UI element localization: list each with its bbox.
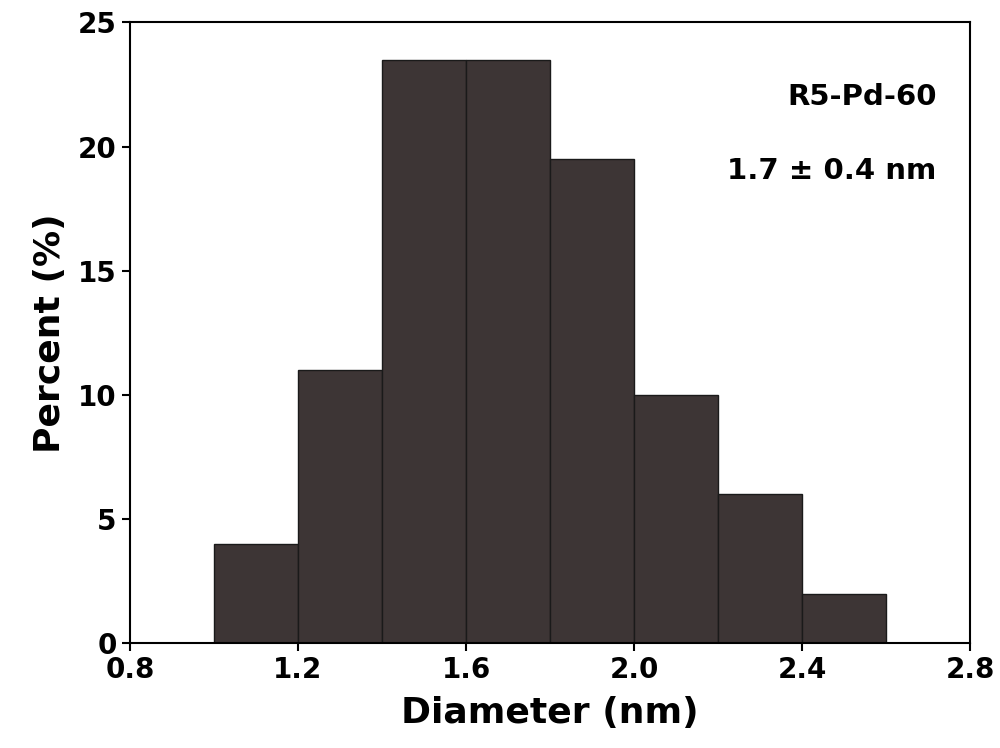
Bar xyxy=(298,370,382,643)
Bar xyxy=(382,60,466,643)
Bar xyxy=(634,395,718,643)
Bar xyxy=(718,494,802,643)
Bar xyxy=(550,159,634,643)
Bar xyxy=(214,544,298,643)
Y-axis label: Percent (%): Percent (%) xyxy=(33,213,67,453)
Text: R5-Pd-60: R5-Pd-60 xyxy=(787,83,936,111)
Bar xyxy=(466,60,550,643)
Bar xyxy=(802,594,886,643)
X-axis label: Diameter (nm): Diameter (nm) xyxy=(401,696,699,729)
Text: 1.7 ± 0.4 nm: 1.7 ± 0.4 nm xyxy=(727,157,936,186)
